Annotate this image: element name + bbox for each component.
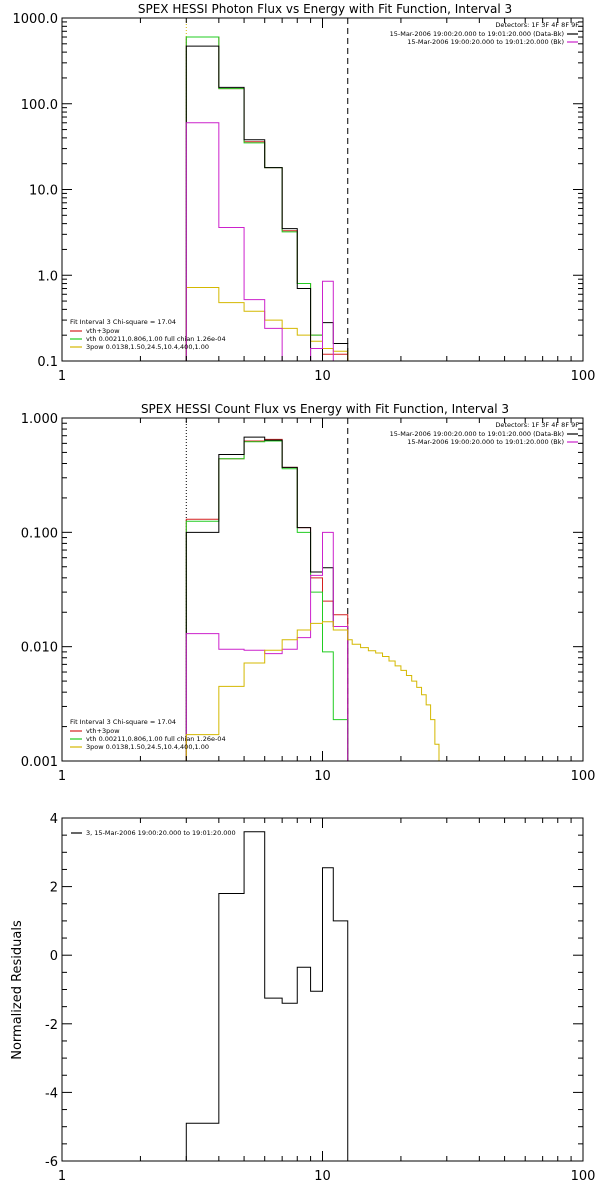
x-tick-label: 10: [314, 369, 331, 384]
legend-entry-label: vth+3pow: [86, 727, 120, 735]
series-data: [185, 436, 349, 761]
y-tick-label: 0.010: [21, 641, 58, 656]
x-tick-label: 10: [314, 769, 331, 784]
legend-entry-label: 15-Mar-2006 19:00:20.000 to 19:01:20.000…: [390, 30, 564, 38]
y-tick-label: 0: [50, 949, 58, 964]
plot-area: [185, 831, 349, 1161]
photon-flux-panel: SPEX HESSI Photon Flux vs Energy with Fi…: [13, 2, 596, 384]
legend-fit-header: Fit Interval 3 Chi-square = 17.04: [70, 718, 176, 726]
axes: 1 10 100 0.1 1.0 10.0 100.0 1000.0: [13, 12, 596, 384]
x-tick-label: 100: [571, 769, 596, 784]
series-background-spectrum: [185, 531, 349, 761]
x-tick-label: 100: [571, 1169, 596, 1184]
legend-entry-label: vth 0.00211,0.806,1.00 full chian 1.26e-…: [86, 735, 226, 743]
series-data: [185, 831, 349, 1161]
residuals-panel: Normalized Residuals 1 10 100 -6 -4 -2 0 2 4 3, …: [10, 812, 595, 1184]
chart-title: SPEX HESSI Photon Flux vs Energy with Fi…: [138, 2, 512, 16]
y-tick-label: 100.0: [21, 98, 58, 113]
legend-entry-label: 15-Mar-2006 19:00:20.000 to 19:01:20.000…: [407, 438, 564, 446]
legend: 3, 15-Mar-2006 19:00:20.000 to 19:01:20.…: [71, 829, 236, 837]
y-tick-label: 1.0: [37, 269, 58, 284]
x-tick-label: 1: [58, 769, 66, 784]
y-tick-label: -4: [45, 1086, 58, 1101]
legend-entry-label: 3pow 0.0138,1.50,24.5,10.4,400,1.00: [86, 743, 209, 751]
y-tick-label: 10.0: [29, 184, 58, 199]
legend-detectors: Detectors: 1F 3F 4F 8F 9F: [495, 421, 579, 429]
x-tick-label: 1: [58, 1169, 66, 1184]
y-tick-label: -2: [45, 1018, 58, 1033]
y-tick-label: 1.000: [21, 412, 58, 427]
y-tick-label: 4: [50, 812, 58, 827]
legend-detectors: Detectors: 1F 3F 4F 8F 9F: [495, 21, 579, 29]
series-3pow: [185, 286, 349, 361]
y-tick-label: -6: [45, 1155, 58, 1170]
series-vth: [185, 440, 349, 761]
y-tick-label: 2: [50, 881, 58, 896]
legend-entry-label: vth 0.00211,0.806,1.00 full chian 1.26e-…: [86, 335, 226, 343]
y-tick-label: 0.001: [21, 755, 58, 770]
legend-entry-label: 15-Mar-2006 19:00:20.000 to 19:01:20.000…: [390, 430, 564, 438]
count-flux-panel: SPEX HESSI Count Flux vs Energy with Fit…: [21, 402, 596, 784]
series-background-spectrum: [185, 122, 348, 362]
chart-title: SPEX HESSI Count Flux vs Energy with Fit…: [141, 402, 509, 416]
y-tick-label: 1000.0: [13, 12, 59, 27]
axes: 1 10 100 -6 -4 -2 0 2 4: [45, 812, 595, 1184]
axes: 1 10 100 0.001 0.010 0.100 1.000: [21, 412, 596, 784]
y-tick-label: 0.100: [21, 526, 58, 541]
x-tick-label: 1: [58, 369, 66, 384]
y-tick-label: 0.1: [37, 355, 58, 370]
x-tick-label: 10: [314, 1169, 331, 1184]
y-axis-label: Normalized Residuals: [10, 920, 25, 1060]
x-tick-label: 100: [571, 369, 596, 384]
plot-area: [185, 418, 443, 762]
legend-entry-label: vth+3pow: [86, 327, 120, 335]
legend-fit-header: Fit Interval 3 Chi-square = 17.04: [70, 318, 176, 326]
legend-entry-label: 3, 15-Mar-2006 19:00:20.000 to 19:01:20.…: [86, 829, 236, 837]
legend-entry-label: 3pow 0.0138,1.50,24.5,10.4,400,1.00: [86, 343, 209, 351]
series-3pow: [185, 621, 443, 762]
legend-entry-label: 15-Mar-2006 19:00:20.000 to 19:01:20.000…: [407, 38, 564, 46]
series-data: [185, 45, 349, 362]
